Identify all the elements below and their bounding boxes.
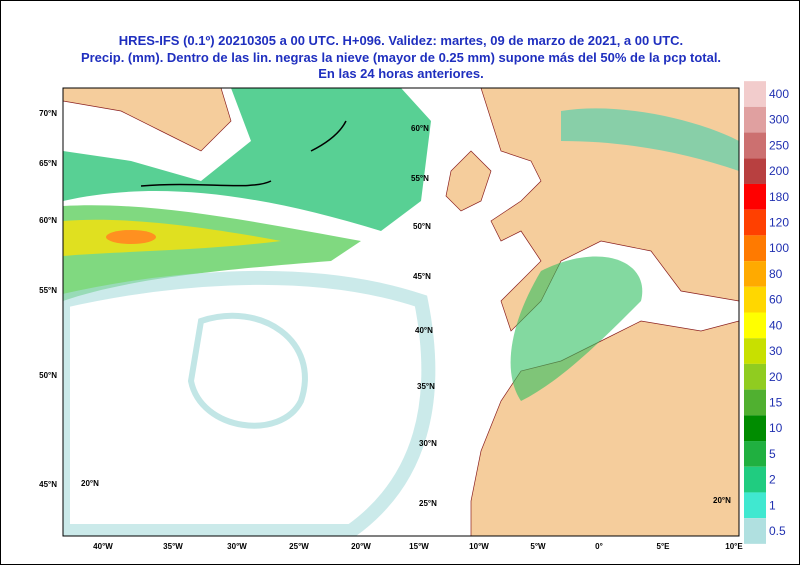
map-frame: [62, 87, 740, 537]
grid-label: 50°N: [413, 222, 431, 231]
colorbar-swatch: [744, 338, 766, 364]
longitude-label: 35°W: [163, 542, 183, 551]
colorbar-label: 2: [769, 473, 776, 487]
colorbar-label: 40: [769, 318, 783, 332]
colorbar-label: 10: [769, 421, 783, 435]
grid-label: 55°N: [411, 174, 429, 183]
precip-area: [106, 230, 156, 244]
colorbar-label: 300: [769, 113, 789, 127]
colorbar-label: 15: [769, 395, 783, 409]
colorbar-swatch: [744, 492, 766, 519]
colorbar-swatch: [744, 466, 766, 493]
colorbar-swatch: [744, 132, 766, 159]
longitude-label: 25°W: [289, 542, 309, 551]
longitude-label: 0°: [595, 542, 603, 551]
precip-area: [187, 312, 308, 429]
colorbar-swatch: [744, 312, 766, 339]
map: [62, 87, 740, 537]
colorbar-swatch: [744, 389, 766, 416]
colorbar-swatch: [744, 81, 766, 107]
grid-label: 20°N: [713, 496, 731, 505]
colorbar-label: 250: [769, 138, 789, 152]
colorbar-swatch: [744, 286, 766, 313]
grid-label: 60°N: [411, 124, 429, 133]
land: [63, 88, 232, 152]
colorbar-label: 60: [769, 293, 783, 307]
longitude-label: 40°W: [93, 542, 113, 551]
latitude-label: 50°N: [39, 371, 57, 380]
snow-line: [140, 120, 347, 187]
precip-area: [510, 256, 643, 401]
land: [445, 150, 492, 212]
colorbar-swatch: [744, 158, 766, 184]
grid-label: 40°N: [415, 326, 433, 335]
longitude-label: 10°E: [725, 542, 743, 551]
precip-area: [561, 108, 739, 171]
grid-label: 25°N: [419, 499, 437, 508]
colorbar-label: 5: [769, 447, 776, 461]
longitude-label: 5°E: [657, 542, 671, 551]
colorbar-swatch: [744, 209, 766, 236]
precip-area: [63, 270, 436, 536]
precip-area: [63, 219, 281, 256]
longitude-label: 5°W: [530, 542, 546, 551]
colorbar-label: 120: [769, 216, 789, 230]
colorbar-label: 100: [769, 241, 789, 255]
colorbar-swatch: [744, 441, 766, 467]
colorbar-swatch: [744, 261, 766, 287]
grid-label: 30°N: [419, 439, 437, 448]
longitude-label: 20°W: [351, 542, 371, 551]
land: [470, 88, 739, 536]
colorbar-swatch: [744, 415, 766, 442]
colorbar-swatch: [744, 363, 766, 390]
latitude-label: 60°N: [39, 216, 57, 225]
precip-area: [63, 88, 431, 231]
colorbar-swatch: [744, 183, 766, 210]
colorbar-swatch: [744, 106, 766, 133]
colorbar-label: 80: [769, 267, 783, 281]
grid-label: 45°N: [413, 272, 431, 281]
latitude-label: 45°N: [39, 480, 57, 489]
longitude-label: 10°W: [469, 542, 489, 551]
longitude-label: 30°W: [227, 542, 247, 551]
colorbar-label: 0.5: [769, 524, 786, 538]
grid-label: 35°N: [417, 382, 435, 391]
colorbar-swatch: [744, 518, 766, 544]
colorbar-swatch: [744, 235, 766, 262]
latitude-label: 70°N: [39, 109, 57, 118]
colorbar-label: 30: [769, 344, 783, 358]
latitude-label: 55°N: [39, 286, 57, 295]
colorbar-label: 180: [769, 190, 789, 204]
title-line: HRES-IFS (0.1º) 20210305 a 00 UTC. H+096…: [119, 33, 683, 48]
grid-label: 20°N: [81, 479, 99, 488]
title-line: Precip. (mm). Dentro de las lin. negras …: [81, 50, 721, 65]
colorbar-label: 200: [769, 164, 789, 178]
longitude-label: 15°W: [409, 542, 429, 551]
colorbar-label: 400: [769, 87, 789, 101]
colorbar-label: 1: [769, 498, 776, 512]
title-line: En las 24 horas anteriores.: [318, 66, 483, 81]
colorbar-label: 20: [769, 370, 783, 384]
latitude-label: 65°N: [39, 159, 57, 168]
